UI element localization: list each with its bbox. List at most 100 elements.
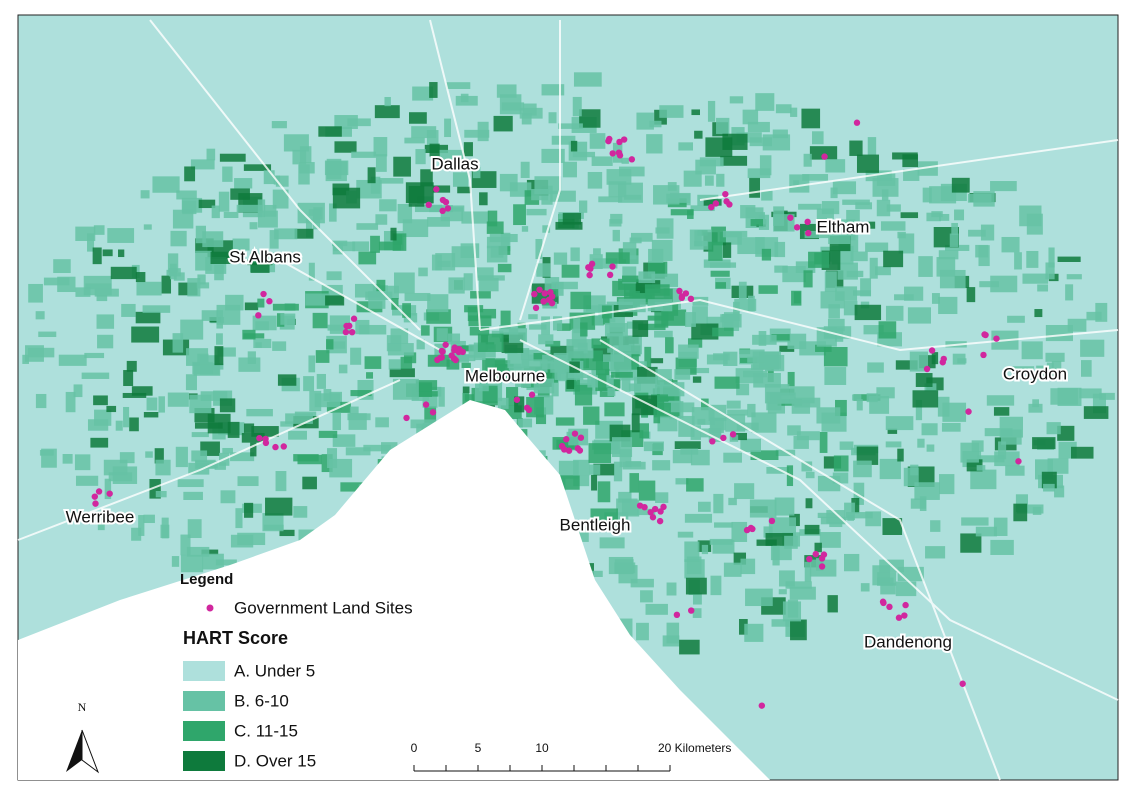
score-area xyxy=(97,334,114,349)
score-area xyxy=(255,342,262,348)
score-area xyxy=(316,373,326,389)
score-area xyxy=(942,402,967,422)
site xyxy=(342,328,350,336)
score-area xyxy=(367,167,376,184)
score-area xyxy=(968,229,986,237)
score-area xyxy=(521,112,532,125)
score-area xyxy=(470,291,491,299)
score-area xyxy=(941,422,961,432)
score-area xyxy=(1046,362,1054,380)
score-area xyxy=(247,259,273,266)
score-area xyxy=(572,96,582,117)
score-area xyxy=(866,393,878,403)
score-area xyxy=(215,559,237,566)
score-area xyxy=(214,346,224,366)
score-area xyxy=(451,246,476,268)
score-area xyxy=(895,581,917,597)
site xyxy=(620,136,628,143)
score-area xyxy=(793,435,809,449)
site xyxy=(513,396,521,403)
score-area xyxy=(846,512,873,519)
score-area xyxy=(1034,309,1043,318)
score-area xyxy=(856,154,880,173)
score-area xyxy=(244,502,254,518)
score-area xyxy=(850,251,868,262)
score-area xyxy=(167,392,189,407)
score-area xyxy=(684,541,700,562)
score-area xyxy=(631,413,640,433)
score-area xyxy=(533,378,555,394)
score-area xyxy=(914,482,940,500)
score-area xyxy=(804,561,812,582)
score-area xyxy=(771,334,790,341)
site xyxy=(853,119,861,126)
score-area xyxy=(910,498,927,509)
score-area xyxy=(931,352,939,365)
score-area xyxy=(994,451,1020,467)
score-area xyxy=(161,275,172,294)
site xyxy=(429,409,437,416)
score-area xyxy=(790,619,807,641)
site xyxy=(563,436,570,443)
score-area xyxy=(551,376,559,397)
score-area xyxy=(172,333,184,353)
score-area xyxy=(912,390,939,408)
score-area xyxy=(572,151,596,158)
score-area xyxy=(683,170,702,187)
site xyxy=(262,439,270,447)
score-area xyxy=(787,425,801,436)
score-area xyxy=(759,155,772,176)
score-area xyxy=(895,360,918,370)
score-area xyxy=(747,121,770,133)
score-area xyxy=(1001,236,1020,253)
score-area xyxy=(645,603,668,615)
score-area xyxy=(622,275,639,283)
score-area xyxy=(197,274,206,285)
score-area xyxy=(570,291,592,310)
score-area xyxy=(749,177,761,198)
score-area xyxy=(832,472,849,484)
score-area xyxy=(230,534,254,548)
score-area xyxy=(288,430,307,440)
site xyxy=(758,702,766,709)
score-area xyxy=(521,359,548,373)
score-area xyxy=(938,296,958,315)
score-area xyxy=(140,190,150,199)
score-area xyxy=(243,164,272,171)
score-area xyxy=(456,354,476,362)
score-area xyxy=(710,270,730,277)
score-area xyxy=(535,238,543,260)
score-area xyxy=(1036,365,1046,380)
score-area xyxy=(794,397,821,408)
score-area xyxy=(742,109,759,125)
score-area xyxy=(206,148,216,161)
score-area xyxy=(709,538,733,545)
score-area xyxy=(900,212,919,219)
score-area xyxy=(856,495,864,505)
score-area xyxy=(865,170,892,182)
score-area xyxy=(87,419,109,431)
score-area xyxy=(951,222,958,236)
site xyxy=(722,190,729,198)
score-area xyxy=(242,329,256,340)
site xyxy=(886,603,893,611)
score-area xyxy=(720,155,748,166)
score-area xyxy=(828,225,848,232)
score-area xyxy=(674,441,701,450)
score-area xyxy=(609,219,622,227)
score-area xyxy=(643,441,664,452)
score-area xyxy=(358,251,377,265)
score-area xyxy=(636,508,656,516)
score-area xyxy=(636,622,649,641)
score-area xyxy=(327,448,338,469)
score-area xyxy=(726,400,741,409)
score-area xyxy=(931,293,940,304)
site xyxy=(106,490,113,497)
score-area xyxy=(885,416,914,431)
score-area xyxy=(402,303,411,318)
score-area xyxy=(318,430,338,438)
score-area xyxy=(903,169,920,181)
score-area xyxy=(744,623,764,642)
site xyxy=(433,186,440,193)
